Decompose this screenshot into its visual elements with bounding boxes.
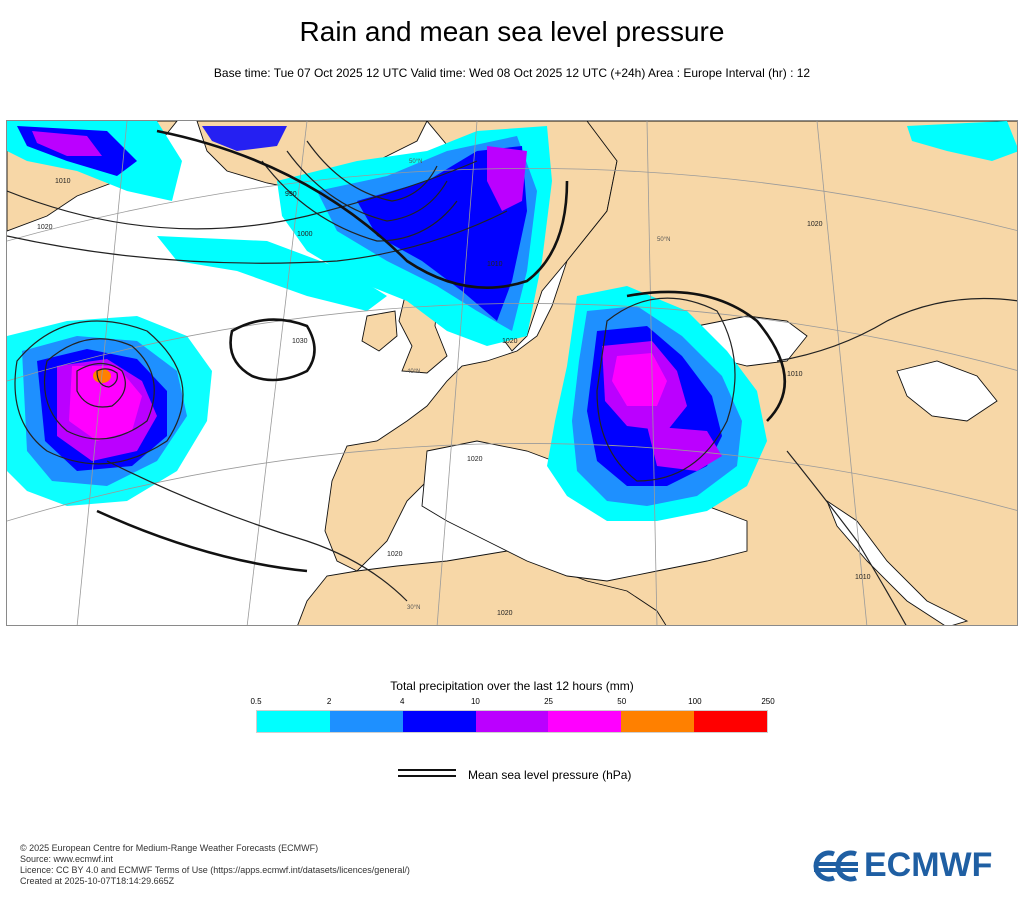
- forecast-map: 1010 1020 1000 990 1030 1010 1020 1020 1…: [6, 120, 1018, 626]
- colorbar-swatch: [548, 711, 622, 732]
- map-canvas: 1010 1020 1000 990 1030 1010 1020 1020 1…: [7, 121, 1017, 625]
- lat-label: 50°N: [657, 237, 670, 243]
- lat-label: 40°N: [407, 369, 420, 375]
- isobars: [7, 140, 1017, 625]
- page-subtitle: Base time: Tue 07 Oct 2025 12 UTC Valid …: [213, 66, 811, 80]
- precip-greece-core: [647, 426, 722, 471]
- isobar-label: 1010: [787, 371, 803, 378]
- legend-tick: 100: [688, 697, 702, 706]
- colorbar-swatch: [694, 711, 768, 732]
- precip-canada-core: [32, 131, 102, 156]
- precip-greenland: [202, 126, 287, 151]
- mslp-legend-line: [398, 769, 456, 777]
- isobar-labels: 1010 1020 1000 990 1030 1010 1020 1020 1…: [37, 178, 871, 617]
- legend-tick: 50: [617, 697, 627, 706]
- isobar-label: 1010: [487, 261, 503, 268]
- ecmwf-logo-text: ECMWF: [864, 846, 993, 884]
- legend-tick: 4: [400, 697, 405, 706]
- isobar-label: 1020: [467, 456, 483, 463]
- footer-copyright: © 2025 European Centre for Medium-Range …: [20, 843, 319, 853]
- sea-caspian: [896, 360, 998, 422]
- isobar-label: 1020: [502, 338, 518, 345]
- footer-licence: Licence: CC BY 4.0 and ECMWF Terms of Us…: [20, 865, 410, 875]
- isobars-bold: [96, 129, 787, 573]
- isobar-label: 1020: [387, 551, 403, 558]
- legend-tick: 2: [326, 697, 332, 706]
- colorbar-swatch: [257, 711, 330, 732]
- latitude-labels: 50°N 40°N 30°N 50°N: [407, 159, 670, 611]
- sea-red: [826, 499, 969, 625]
- legend-ticks: 0.5 2 4 10 25 50 100 250: [250, 697, 774, 709]
- isobar-label: 1020: [37, 224, 53, 231]
- footer-credits: © 2025 European Centre for Medium-Range …: [20, 843, 410, 887]
- lat-label: 50°N: [409, 159, 422, 165]
- legend-tick: 25: [544, 697, 554, 706]
- legend-tick: 0.5: [250, 697, 262, 706]
- colorbar-swatch: [329, 711, 403, 732]
- precip-ural: [907, 121, 1017, 161]
- isobar-label: 1000: [297, 231, 313, 238]
- ecmwf-logo-icon: [813, 850, 858, 882]
- colorbar-swatch: [621, 711, 695, 732]
- precipitation-colorbar: [256, 710, 768, 733]
- colorbar-swatch: [475, 711, 549, 732]
- ecmwf-logo: ECMWF: [812, 846, 1012, 886]
- isobar-label: 1020: [497, 610, 513, 617]
- colorbar-swatch: [402, 711, 476, 732]
- precip-atlantic-core: [69, 366, 142, 441]
- isobar-label: 1010: [855, 574, 871, 581]
- land-ireland: [361, 310, 398, 352]
- lat-label: 30°N: [407, 605, 420, 611]
- legend-tick: 250: [761, 697, 775, 706]
- isobar-label: 1020: [807, 221, 823, 228]
- precip-atlantic-band: [157, 236, 387, 311]
- mslp-legend-label: Mean sea level pressure (hPa): [468, 768, 632, 782]
- precip-balkans-core: [612, 353, 667, 406]
- legend-title: Total precipitation over the last 12 hou…: [390, 679, 634, 693]
- isobar-label: 990: [285, 191, 297, 198]
- legend-tick: 10: [470, 697, 480, 706]
- footer-source: Source: www.ecmwf.int: [20, 854, 114, 864]
- isobar-label: 1030: [292, 338, 308, 345]
- isobar-label: 1010: [55, 178, 71, 185]
- page-title: Rain and mean sea level pressure: [299, 16, 725, 47]
- footer-created: Created at 2025-10-07T18:14:29.665Z: [20, 876, 175, 886]
- precip-north-core: [487, 146, 527, 211]
